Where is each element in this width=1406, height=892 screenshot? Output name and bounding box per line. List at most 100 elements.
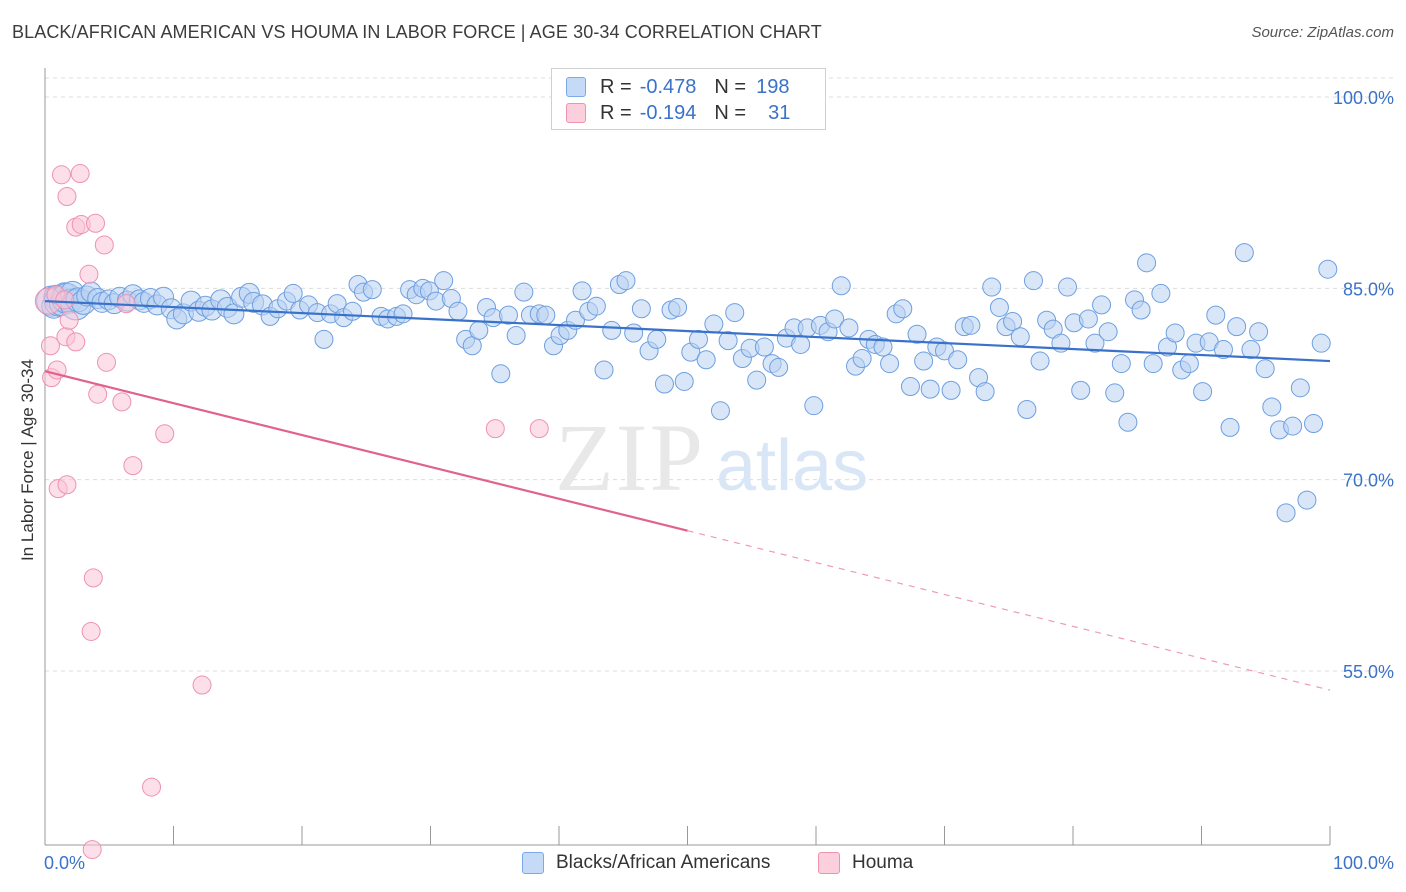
legend-r-label: R =	[600, 75, 632, 98]
blacks-point	[710, 401, 730, 421]
bottom-legend-blacks: Blacks/African Americans	[522, 852, 770, 874]
blacks-point	[1249, 322, 1269, 342]
houma-point	[112, 392, 132, 412]
blacks-point	[1276, 503, 1296, 523]
blacks-point	[1234, 243, 1254, 263]
blacks-point	[434, 271, 454, 291]
blacks-point	[900, 377, 920, 397]
y-tick-label: 100.0%	[1333, 88, 1394, 108]
chart-title: BLACK/AFRICAN AMERICAN VS HOUMA IN LABOR…	[12, 22, 822, 42]
blacks-point	[920, 379, 940, 399]
houma-point	[142, 777, 162, 797]
blacks-point	[624, 323, 644, 343]
houma-point	[86, 213, 106, 233]
blacks-point	[1085, 333, 1105, 353]
legend-r-label: R =	[600, 101, 632, 124]
x-tick-label: 0.0%	[44, 853, 85, 873]
blacks-point	[448, 301, 468, 321]
blacks-point	[1118, 412, 1138, 432]
legend: R = -0.478 N = 198 R = -0.194 N = 31	[551, 68, 826, 130]
houma-point	[70, 164, 90, 184]
houma-point	[51, 165, 71, 185]
blacks-point	[1220, 417, 1240, 437]
blacks-point	[514, 282, 534, 302]
blacks-point	[647, 329, 667, 349]
houma-point	[83, 568, 103, 588]
houma-point	[40, 336, 60, 356]
source-label: Source: ZipAtlas.com	[1251, 24, 1394, 41]
y-tick-label: 70.0%	[1343, 471, 1394, 491]
blacks-point	[1111, 354, 1131, 374]
blacks-point	[616, 271, 636, 291]
blacks-point	[1193, 382, 1213, 402]
blacks-point	[536, 305, 556, 325]
watermark-atlas: atlas	[716, 426, 868, 506]
legend-swatch-blacks	[566, 77, 586, 97]
blacks-point	[754, 337, 774, 357]
legend-row-blacks: R = -0.478 N = 198	[566, 75, 789, 99]
blacks-point	[674, 371, 694, 391]
houma-point	[485, 419, 505, 439]
blacks-point	[362, 280, 382, 300]
blacks-point	[668, 297, 688, 317]
legend-n-value: 31	[768, 101, 791, 124]
houma-point	[88, 384, 108, 404]
legend-swatch-houma	[566, 103, 586, 123]
blacks-point	[941, 380, 961, 400]
blacks-point	[1137, 253, 1157, 273]
trend-lines	[44, 299, 1331, 691]
blacks-point	[1071, 380, 1091, 400]
bottom-legend-swatch-houma	[818, 852, 840, 874]
blacks-point	[1179, 354, 1199, 374]
blacks-point	[1290, 378, 1310, 398]
houma-point	[57, 475, 77, 495]
blacks-point	[1297, 490, 1317, 510]
blacks-point	[725, 303, 745, 323]
blacks-point	[491, 364, 511, 384]
houma-point	[529, 419, 549, 439]
houma-point	[55, 290, 75, 310]
blacks-point	[1304, 414, 1324, 434]
blacks-point	[1105, 383, 1125, 403]
houma-point	[192, 675, 212, 695]
houma-point	[57, 186, 77, 206]
legend-row-houma: R = -0.194 N = 31	[566, 101, 790, 125]
blacks-point	[393, 304, 413, 324]
legend-n-label: N =	[714, 75, 747, 98]
blacks-point	[498, 305, 518, 325]
blacks-point	[654, 374, 674, 394]
blacks-point	[839, 318, 859, 338]
blacks-point	[791, 334, 811, 354]
blacks-point	[631, 299, 651, 319]
series-houma-points	[34, 164, 549, 860]
blacks-point	[586, 296, 606, 316]
blacks-point	[747, 370, 767, 390]
blacks-point	[1030, 351, 1050, 371]
blacks-point	[907, 324, 927, 344]
x-tick-label: 100.0%	[1333, 853, 1394, 873]
blacks-point	[696, 350, 716, 370]
blacks-point	[283, 283, 303, 303]
bottom-legend-label-houma: Houma	[852, 852, 914, 873]
blacks-point	[1092, 295, 1112, 315]
legend-n-label: N =	[714, 101, 747, 124]
blacks-point	[1318, 259, 1338, 279]
blacks-point	[852, 348, 872, 368]
blacks-point	[893, 299, 913, 319]
legend-r-value: -0.478	[639, 75, 697, 98]
houma-point	[59, 310, 79, 330]
blacks-point	[804, 396, 824, 416]
houma-point	[97, 352, 117, 372]
blacks-point	[1017, 400, 1037, 420]
blacks-point	[831, 276, 851, 296]
houma-point	[82, 840, 102, 860]
tick-labels: 55.0% 70.0% 85.0% 100.0% 0.0% 100.0%	[44, 88, 1394, 873]
blacks-point	[1213, 340, 1233, 360]
blacks-point	[572, 281, 592, 301]
y-tick-label: 85.0%	[1343, 279, 1394, 299]
axes	[44, 68, 1331, 846]
blacks-point	[1165, 323, 1185, 343]
blacks-point	[880, 354, 900, 374]
blacks-point	[1241, 340, 1261, 360]
